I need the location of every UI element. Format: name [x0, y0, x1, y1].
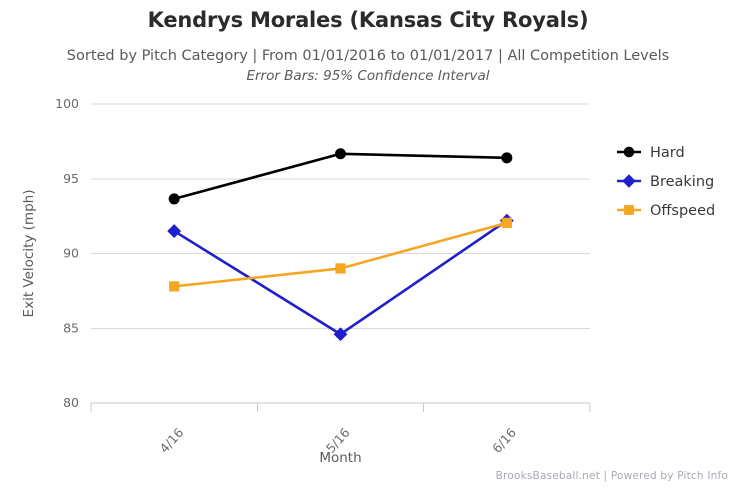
- y-axis-title: Exit Velocity (mph): [21, 190, 37, 318]
- data-point-marker: [333, 327, 348, 342]
- legend-item-hard[interactable]: Hard: [617, 145, 685, 161]
- data-point-marker: [622, 174, 636, 188]
- series-line: [172, 152, 509, 201]
- y-tick-label: 95: [63, 171, 79, 186]
- data-point-marker: [167, 224, 182, 238]
- series-offspeed: [169, 217, 512, 292]
- y-tick-label: 80: [63, 395, 79, 410]
- footer-attribution: BrooksBaseball.net | Powered by Pitch In…: [495, 470, 728, 482]
- y-tick-label: 85: [63, 320, 79, 335]
- chart-subtitle-errorbars: Error Bars: 95% Confidence Interval: [246, 68, 490, 84]
- data-point-marker: [169, 281, 180, 292]
- data-point-marker: [335, 263, 346, 274]
- data-point-marker: [623, 146, 635, 158]
- legend-label: Offspeed: [650, 203, 715, 219]
- series-group: [167, 148, 514, 342]
- data-point-marker: [624, 205, 634, 215]
- page-title: Kendrys Morales (Kansas City Royals): [147, 8, 589, 32]
- legend-item-offspeed[interactable]: Offspeed: [617, 203, 715, 219]
- chart-subtitle: Sorted by Pitch Category | From 01/01/20…: [66, 48, 670, 64]
- y-tick-label: 90: [63, 246, 79, 261]
- data-point-marker: [335, 148, 346, 160]
- axis-lines: [90, 402, 591, 412]
- chart-legend: Hard Breaking Offspeed: [617, 145, 715, 219]
- series-breaking: [167, 213, 514, 342]
- data-point-marker: [501, 152, 513, 164]
- series-hard: [168, 148, 513, 205]
- x-axis-title: Month: [319, 450, 361, 466]
- data-point-marker: [168, 193, 180, 205]
- legend-label: Hard: [650, 145, 685, 161]
- y-tick-label: 100: [55, 96, 79, 111]
- data-point-marker: [501, 217, 512, 228]
- y-axis-tick-labels: 80 85 90 95 100: [55, 96, 79, 410]
- x-tick-label: 6/16: [489, 425, 519, 456]
- x-tick-label: 4/16: [156, 425, 186, 456]
- legend-item-breaking[interactable]: Breaking: [617, 174, 714, 190]
- legend-label: Breaking: [650, 174, 714, 190]
